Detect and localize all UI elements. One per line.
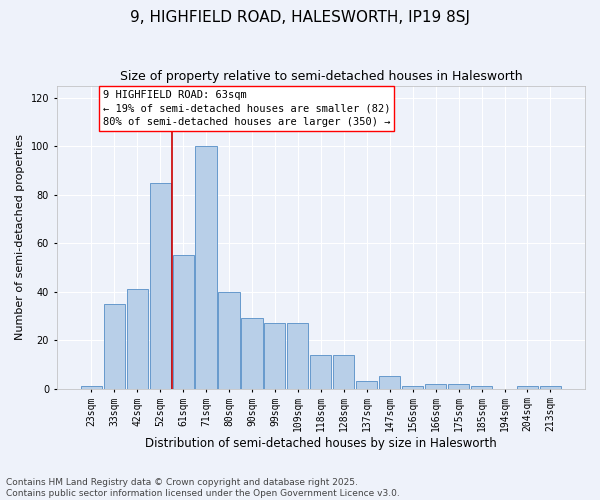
Bar — [104, 304, 125, 388]
Bar — [448, 384, 469, 388]
Bar — [218, 292, 239, 388]
Bar — [310, 354, 331, 388]
Bar — [333, 354, 355, 388]
Bar — [471, 386, 492, 388]
Bar — [265, 323, 286, 388]
Bar — [540, 386, 561, 388]
Bar — [356, 382, 377, 388]
Bar — [287, 323, 308, 388]
Title: Size of property relative to semi-detached houses in Halesworth: Size of property relative to semi-detach… — [119, 70, 522, 83]
Bar — [127, 289, 148, 388]
Bar — [425, 384, 446, 388]
Bar — [81, 386, 102, 388]
X-axis label: Distribution of semi-detached houses by size in Halesworth: Distribution of semi-detached houses by … — [145, 437, 497, 450]
Text: 9, HIGHFIELD ROAD, HALESWORTH, IP19 8SJ: 9, HIGHFIELD ROAD, HALESWORTH, IP19 8SJ — [130, 10, 470, 25]
Bar — [196, 146, 217, 388]
Text: 9 HIGHFIELD ROAD: 63sqm
← 19% of semi-detached houses are smaller (82)
80% of se: 9 HIGHFIELD ROAD: 63sqm ← 19% of semi-de… — [103, 90, 390, 127]
Y-axis label: Number of semi-detached properties: Number of semi-detached properties — [15, 134, 25, 340]
Bar — [517, 386, 538, 388]
Bar — [149, 182, 171, 388]
Bar — [379, 376, 400, 388]
Bar — [241, 318, 263, 388]
Text: Contains HM Land Registry data © Crown copyright and database right 2025.
Contai: Contains HM Land Registry data © Crown c… — [6, 478, 400, 498]
Bar — [402, 386, 423, 388]
Bar — [173, 255, 194, 388]
